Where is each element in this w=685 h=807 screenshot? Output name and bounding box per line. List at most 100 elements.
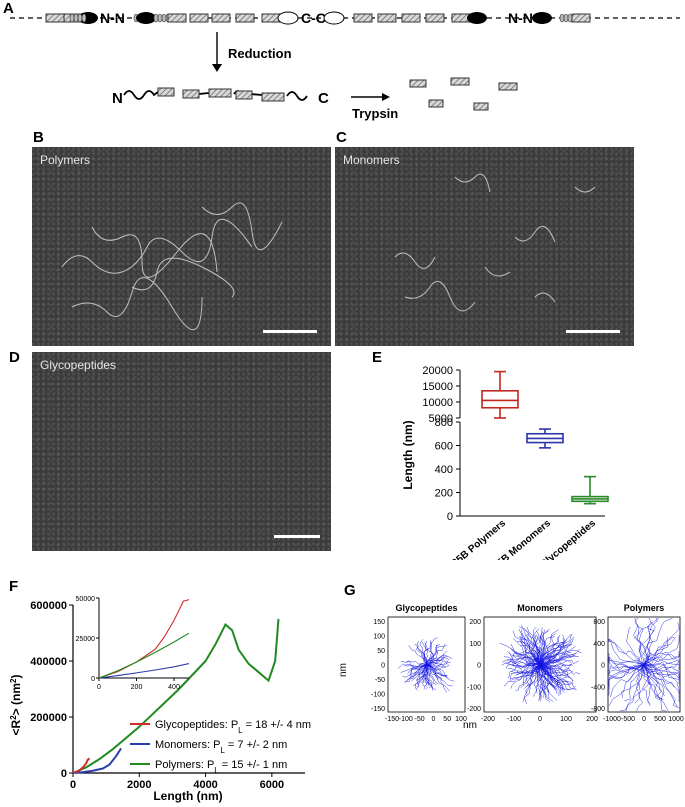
g-trajectory [624,664,645,702]
g-xtick-label: 50 [443,716,451,723]
g-trajectory [524,664,541,704]
g-trajectory [400,664,427,674]
mucin-domain [401,13,421,23]
g-xtick-label: 0 [538,716,542,723]
e-ytick-label: 10000 [422,397,453,409]
g-trajectory [507,663,541,671]
panel-label-e: E [372,349,383,366]
g-trajectory [509,663,541,681]
g-xtick-label: 0 [431,716,435,723]
panel-e-boxplot: Length (nm) 20000 15000 10000 5000 800 600 40… [401,365,609,560]
f-series-line [72,747,122,774]
g-trajectory [532,664,542,697]
g-trajectory [513,638,541,665]
g-trajectory [522,664,541,684]
g-ytick-label: 0 [477,663,481,670]
afm-image-glycopeptides: Glycopeptides [32,352,331,551]
g-ytick-label: 150 [373,619,385,626]
g-trajectory [539,664,546,698]
g-trajectory [608,641,645,665]
mucin-domain [208,88,232,98]
f-ytick-label: 600000 [30,600,67,612]
g-trajectory [426,637,438,665]
g-trajectory [539,653,576,665]
f-legend-label: Monomers: PL = 7 +/- 2 nm [155,739,287,755]
g-trajectory [643,635,680,665]
g-trajectory [510,663,541,689]
disulfide-link-n1: N-N [100,10,125,26]
n-terminus-label: N [112,90,123,107]
g-ytick-label: 400 [593,641,605,648]
g-trajectory [539,664,573,683]
g-trajectory [426,664,449,679]
g-trajectory [535,630,549,665]
g-trajectory [515,664,541,676]
g-trajectory [536,664,555,688]
g-trajectory [426,640,433,665]
mucin-domain [377,13,397,23]
mucin-domain [571,13,591,23]
g-trajectory [608,638,645,665]
g-trajectory [515,664,542,691]
g-xtick-label: -100 [507,716,521,723]
e-ytick-label: 400 [435,464,453,476]
cys-domain [81,13,87,23]
g-trajectory [538,634,561,665]
g-trajectory [643,652,677,665]
g-ytick-label: -150 [371,706,385,713]
g-trajectory [538,664,550,699]
e-ytick-label: 0 [447,511,453,523]
g-trajectory [643,637,669,665]
e-ytick-label: 15000 [422,381,453,393]
mucin-domain [157,87,175,97]
g-xlabel: nm [463,720,477,730]
mucin-domain [261,13,281,23]
g-trajectory [404,664,427,683]
disulfide-link-c: C-C [301,10,326,26]
g-xtick-label: 200 [586,716,598,723]
g-ytick-label: 200 [469,619,481,626]
g-ytick-label: -800 [591,706,605,713]
g-trajectory [539,664,576,689]
g-trajectory [643,664,664,700]
inset-xtick-label: 200 [131,684,143,691]
g-trajectory [643,658,680,667]
g-ylabel: nm [338,663,349,677]
cys-domain [563,13,569,23]
glycopeptide-fragment [498,82,518,91]
cys-domain [73,13,79,23]
g-trajectory [422,664,431,687]
panel-d-title: Glycopeptides [40,358,117,372]
scale-bar [263,330,317,333]
g-trajectory [643,659,680,673]
g-trajectory [426,664,437,685]
panel-label-b: B [33,129,44,146]
inset-series-line [98,663,190,679]
g-trajectory [539,664,565,693]
mucin-domain [425,13,445,23]
g-trajectory [426,664,446,669]
c-terminal-domain [277,11,299,25]
inset-ytick-label: 25000 [76,636,96,643]
g-trajectory [643,636,675,665]
mucin-domain [353,13,373,23]
g-ytick-label: 50 [377,648,385,655]
panel-label-a: A [3,0,14,17]
terminal-domain [532,12,552,24]
g-trajectory [426,659,445,665]
afm-image-monomers: Monomers [335,147,634,346]
g-trajectory [643,663,680,680]
g-xtick-label: -1000 [603,716,621,723]
f-ytick-label: 0 [61,768,67,780]
g-trajectory [608,664,645,690]
scale-bar [274,535,320,538]
g-trajectory [539,645,568,665]
f-legend-label: Glycopeptides: PL = 18 +/- 4 nm [155,719,311,735]
glycopeptide-fragment [450,77,470,86]
c-terminus-label: C [318,90,329,107]
g-trajectory [539,655,573,666]
g-xtick-label: -50 [415,716,425,723]
panel-a-schematic: N-N C-C N-N Reduction N C Trypsin [10,10,680,121]
g-trajectory [539,649,582,665]
f-xtick-label: 6000 [260,779,284,791]
